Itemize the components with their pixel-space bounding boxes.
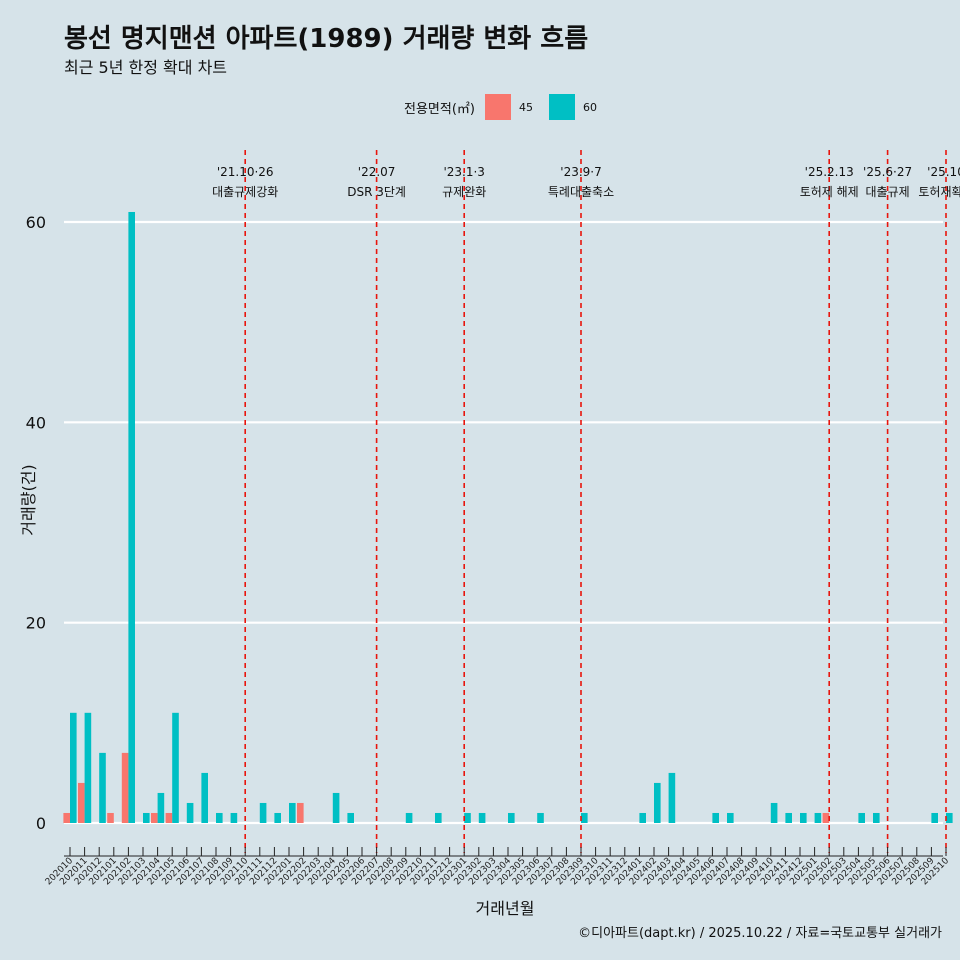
bar-45-202105 [165,812,173,823]
y-tick-label: 60 [26,213,46,232]
bar-45-202011 [78,782,85,823]
bar-60-202411 [785,812,792,823]
bar-60-202010 [70,712,77,823]
bar-60-202111 [259,802,267,823]
y-tick-label: 40 [26,413,46,432]
bar-45-202102 [121,752,129,823]
bar-60-202012 [99,752,106,823]
bar-60-202204 [332,792,340,823]
bar-60-202211 [435,812,442,823]
bar-60-202302 [478,812,486,823]
bar-60-202105 [172,712,179,823]
bar-60-202410 [770,802,778,823]
event-date: '25.2.13 [805,165,854,179]
bar-60-202205 [347,812,354,823]
y-tick-label: 20 [26,614,46,633]
bar-45-202502 [822,812,830,823]
caption: ©디아파트(dapt.kr) / 2025.10.22 / 자료=국토교통부 실… [578,926,942,941]
bar-60-202107 [201,772,208,823]
legend-key-60 [548,94,575,120]
bar-60-202104 [157,792,165,823]
bar-60-202504 [858,812,865,823]
bar-60-202309 [581,812,588,823]
event-label: 대출규제 [866,185,910,199]
event-date: '22.07 [358,165,396,179]
bar-45-202202 [297,802,304,823]
bar-60-202112 [274,812,281,823]
chart-subtitle: 최근 5년 한정 확대 차트 [64,58,228,77]
y-tick-label: 0 [36,814,46,833]
bar-60-202505 [873,812,880,823]
event-label: 특례대출축소 [548,185,614,199]
bar-60-202306 [537,812,544,823]
legend-title: 전용면적(㎡) [404,101,475,117]
bar-60-202109 [230,812,238,823]
event-label: 토허재확대 [918,185,960,199]
bar-45-202101 [107,812,114,823]
bar-60-202402 [654,782,661,823]
event-date: '23.1·3 [443,165,484,179]
bar-60-202103 [143,812,150,823]
bar-60-202406 [712,812,719,823]
event-date: '25.6·27 [863,165,912,179]
bar-45-202104 [151,812,158,823]
y-axis-title: 거래량(건) [19,464,38,535]
bar-60-202510 [946,812,953,823]
event-label: 규제완화 [442,185,486,199]
bar-60-202102 [128,211,135,823]
bar-60-202201 [289,802,296,823]
bar-60-202108 [216,812,223,823]
legend-label-60: 60 [582,100,597,114]
bar-60-202011 [84,712,92,823]
bar-60-202106 [186,802,194,823]
event-date: '21.10·26 [217,165,274,179]
bar-60-202403 [668,772,676,823]
bar-60-202304 [508,812,515,823]
legend-key-45 [484,94,511,120]
bar-60-202209 [405,812,413,823]
chart-title: 봉선 명지맨션 아파트(1989) 거래량 변화 흐름 [64,24,589,54]
legend: 전용면적(㎡) 45 60 [404,93,597,121]
event-label: DSR 3단계 [347,185,406,199]
event-date: '23.9·7 [560,165,601,179]
bar-60-202501 [814,812,822,823]
bar-60-202407 [727,812,734,823]
bar-60-202412 [800,812,807,823]
bar-60-202301 [464,812,471,823]
legend-label-45: 45 [518,100,533,114]
event-label: 토허제 해제 [800,185,859,199]
event-date: '25.10 [927,165,960,179]
bar-60-202401 [639,812,646,823]
x-axis-title: 거래년월 [476,899,535,918]
bar-45-202010 [63,812,70,823]
event-label: 대출규제강화 [212,185,278,199]
bar-60-202509 [931,812,938,823]
